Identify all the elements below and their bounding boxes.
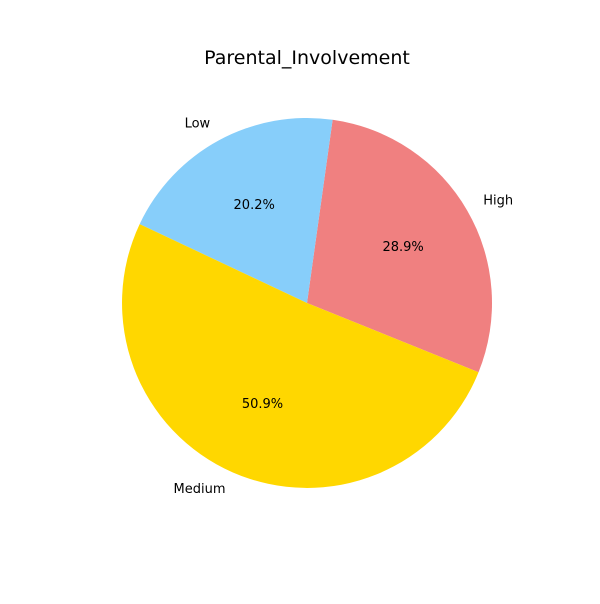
percent-label-medium: 50.9% — [242, 397, 283, 412]
pie-slices — [122, 117, 493, 488]
pie-slice-high — [307, 119, 493, 373]
pie-labels: High 28.9% Low 20.2% Medium 50.9% — [174, 117, 514, 498]
chart-title: Parental_Involvement — [204, 47, 410, 69]
category-label-low: Low — [185, 117, 211, 132]
percent-label-high: 28.9% — [382, 240, 423, 255]
pie-slice-low — [139, 117, 333, 304]
pie-slice-medium — [122, 224, 479, 488]
percent-label-low: 20.2% — [234, 198, 275, 213]
category-label-high: High — [483, 194, 513, 209]
category-label-medium: Medium — [174, 482, 226, 497]
